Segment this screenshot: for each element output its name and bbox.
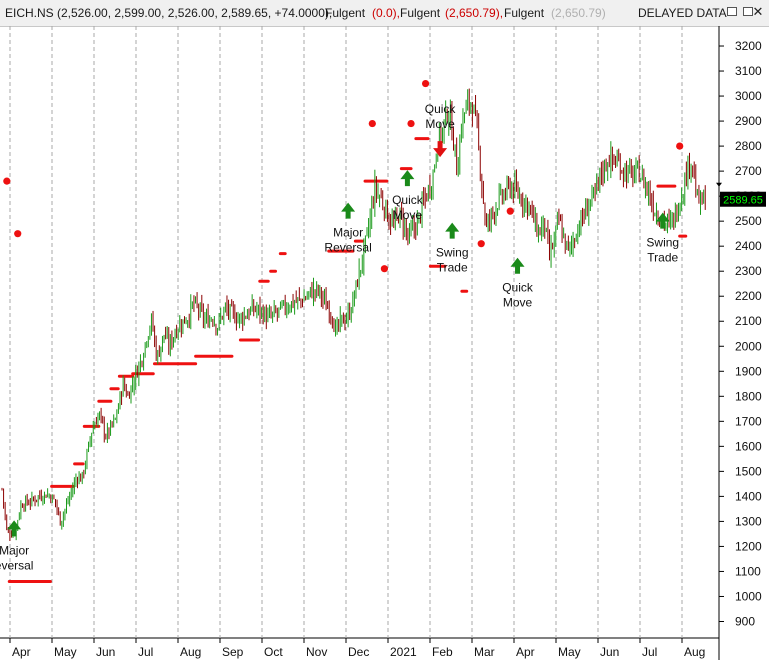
x-tick-label: Dec	[348, 645, 369, 659]
x-tick-label: Apr	[516, 645, 535, 659]
x-tick-label: Oct	[264, 645, 283, 659]
stop-dot	[368, 119, 376, 128]
x-tick-label: Jun	[96, 645, 115, 659]
stop-dot	[676, 142, 684, 150]
indicator-1-value: (0.0),	[372, 6, 401, 20]
y-tick-label: 1700	[735, 414, 762, 428]
x-tick-label: Sep	[222, 645, 244, 659]
y-tick-label: 1500	[735, 464, 762, 478]
stop-dot	[506, 207, 514, 215]
buy-arrow-icon	[655, 212, 670, 229]
y-tick-label: 2800	[735, 139, 762, 153]
stop-dot	[3, 177, 11, 185]
y-tick-label: 3000	[735, 89, 762, 103]
stop-levels	[7, 137, 688, 583]
buy-arrow-icon	[510, 257, 525, 274]
y-tick-label: 1300	[735, 514, 762, 528]
buy-arrow-icon	[7, 520, 22, 537]
signal-label: Major	[0, 543, 29, 557]
y-tick-label: 3100	[735, 64, 762, 78]
y-tick-label: 2200	[735, 289, 762, 303]
x-tick-label: Aug	[180, 645, 201, 659]
indicator-1-name: Fulgent	[325, 6, 366, 20]
signal-label: eversal	[0, 558, 33, 572]
y-tick-label: 2400	[735, 239, 762, 253]
candlestick-series	[1, 88, 706, 541]
signal-label: Major	[333, 226, 363, 240]
buy-arrow-icon	[400, 170, 415, 187]
x-tick-label: Aug	[684, 645, 705, 659]
y-tick-label: 1100	[735, 564, 761, 578]
y-tick-label: 900	[735, 614, 755, 628]
stop-dot	[380, 265, 389, 273]
signal-label: Move	[503, 296, 533, 310]
x-tick-label: Nov	[306, 645, 327, 659]
close-button[interactable]: ✕	[752, 4, 764, 19]
y-tick-label: 1000	[735, 589, 762, 603]
stop-dot	[14, 230, 22, 238]
signal-label: Swing	[436, 246, 469, 260]
y-tick-label: 2500	[735, 214, 762, 228]
y-tick-label: 1800	[735, 389, 762, 403]
x-axis: Apr May Jun Jul Aug Sep Oct Nov Dec 2021 Feb Mar Apr…	[9, 638, 705, 659]
signal-label: Quick	[502, 281, 534, 295]
stop-dot	[407, 119, 415, 128]
signal-label: Reversal	[324, 241, 371, 255]
y-tick-label: 1400	[735, 489, 762, 503]
maximize-button[interactable]	[743, 7, 753, 16]
x-tick-label: Mar	[474, 645, 495, 659]
y-tick-label: 2100	[735, 314, 762, 328]
signal-label: Quick	[392, 193, 424, 207]
signal-label: Move	[393, 208, 423, 222]
delayed-data-label: DELAYED DATA	[638, 6, 727, 20]
x-tick-label: Jul	[642, 645, 657, 659]
y-tick-label: 2900	[735, 114, 762, 128]
stop-dot	[421, 79, 430, 88]
price-chart[interactable]: MajoreversalMajorReversalQuickMoveQuickM…	[0, 26, 769, 660]
signal-label: Quick	[425, 102, 457, 116]
y-axis: 900 1000 1100 1200 1300 1400 1500 1600 1700 1800 1…	[719, 39, 762, 628]
x-tick-label: May	[54, 645, 77, 659]
signal-label: Trade	[647, 251, 678, 265]
y-tick-label: 3200	[735, 39, 762, 53]
buy-arrow-icon	[341, 202, 356, 219]
y-tick-label: 1900	[735, 364, 762, 378]
sell-arrow-icon	[433, 141, 448, 158]
y-tick-label: 1200	[735, 539, 762, 553]
y-tick-label: 1600	[735, 439, 762, 453]
indicator-3-name: Fulgent	[504, 6, 545, 20]
signal-label: Move	[425, 117, 455, 131]
symbol-info: EICH.NS (2,526.00, 2,599.00, 2,526.00, 2…	[5, 6, 333, 20]
signal-label: Trade	[437, 261, 468, 275]
buy-arrow-icon	[445, 222, 460, 239]
x-tick-label: Feb	[432, 645, 453, 659]
x-tick-label: Apr	[12, 645, 31, 659]
stop-dot	[477, 240, 485, 248]
y-tick-label: 2000	[735, 339, 762, 353]
stop-dots	[3, 79, 684, 273]
indicator-2-value: (2,650.79),	[445, 6, 504, 20]
chevron-down-icon	[716, 182, 722, 187]
last-price-box	[720, 191, 766, 207]
last-price-tag: 2589.65	[716, 182, 766, 207]
last-price-value: 2589.65	[723, 195, 763, 207]
x-tick-label: Jul	[138, 645, 153, 659]
signal-label: Swing	[646, 236, 679, 250]
indicator-2-name: Fulgent	[400, 6, 441, 20]
x-tick-label: May	[558, 645, 581, 659]
x-tick-label: 2021	[390, 645, 417, 659]
chart-grid	[0, 26, 720, 660]
indicator-3-value: (2,650.79)	[551, 6, 606, 20]
y-tick-label: 2300	[735, 264, 762, 278]
x-tick-label: Jun	[600, 645, 619, 659]
chart-header: EICH.NS (2,526.00, 2,599.00, 2,526.00, 2…	[0, 0, 769, 27]
y-tick-label: 2700	[735, 164, 762, 178]
minimize-button[interactable]	[727, 7, 737, 16]
trade-signals: MajoreversalMajorReversalQuickMoveQuickM…	[0, 102, 679, 572]
